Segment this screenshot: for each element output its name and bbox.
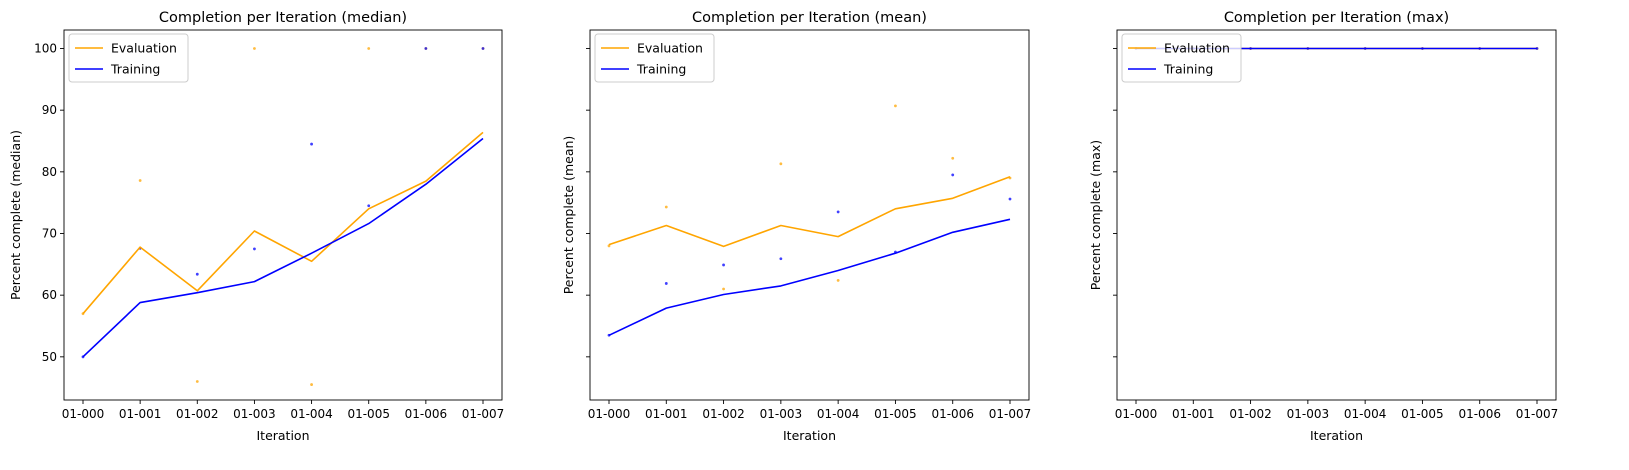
- scatter-point: [779, 257, 783, 261]
- x-axis-label: Iteration: [256, 428, 309, 443]
- x-tick-label: 01-001: [119, 407, 162, 421]
- x-tick-label: 01-000: [1115, 407, 1158, 421]
- legend-box: [594, 33, 715, 83]
- x-tick-label: 01-006: [1458, 407, 1501, 421]
- y-axis-label: Percent complete (mean): [561, 136, 576, 295]
- legend-label: Evaluation: [1164, 41, 1230, 56]
- x-tick-label: 01-003: [1287, 407, 1330, 421]
- x-tick-label: 01-001: [645, 407, 688, 421]
- x-tick-label: 01-007: [1516, 407, 1559, 421]
- series-line-training: [608, 218, 1011, 337]
- legend-label: Training: [636, 62, 686, 77]
- x-axis-label: Iteration: [783, 428, 836, 443]
- scatter-point: [367, 47, 371, 50]
- x-tick-label: 01-003: [760, 407, 803, 421]
- legend-box: [1121, 33, 1242, 83]
- plot-frame: [63, 29, 503, 401]
- x-tick-label: 01-002: [702, 407, 745, 421]
- scatter-point: [253, 247, 256, 251]
- series-line-evaluation: [608, 176, 1011, 248]
- y-axis-label: Percent complete (max): [1088, 140, 1103, 290]
- scatter-point: [722, 287, 725, 291]
- y-tick-label: 70: [42, 227, 57, 241]
- chart-panel-3: Completion per Iteration (max) 01-000 01-0…: [1088, 10, 1558, 443]
- y-tick-label: 100: [34, 42, 57, 56]
- chart-title: Completion per Iteration (max): [1224, 10, 1449, 26]
- scatter-point: [836, 210, 840, 214]
- scatter-point: [424, 47, 428, 50]
- x-tick-label: 01-005: [1401, 407, 1444, 421]
- scatter-point: [481, 47, 485, 50]
- scatter-point: [138, 179, 142, 182]
- legend-label: Training: [110, 62, 160, 77]
- y-tick-label: 50: [42, 350, 57, 364]
- legend-label: Training: [1163, 62, 1213, 77]
- scatter-point: [722, 263, 725, 267]
- scatter-point: [195, 272, 199, 276]
- x-tick-label: 01-002: [1229, 407, 1272, 421]
- x-tick-label: 01-004: [290, 407, 333, 421]
- scatter-point: [894, 104, 897, 108]
- scatter-point: [310, 142, 313, 146]
- x-tick-label: 01-005: [347, 407, 390, 421]
- y-tick-label: 80: [42, 165, 57, 179]
- x-tick-label: 01-007: [462, 407, 505, 421]
- y-axis-label: Percent complete (median): [8, 130, 23, 300]
- series-line-evaluation: [82, 131, 484, 315]
- plot-frame: [1116, 29, 1557, 401]
- chart-title: Completion per Iteration (mean): [692, 10, 927, 26]
- chart-panel-2: Completion per Iteration (mean) 01-000 01-…: [561, 10, 1031, 443]
- x-tick-label: 01-007: [989, 407, 1032, 421]
- x-tick-label: 01-006: [931, 407, 974, 421]
- plot-frame: [589, 29, 1030, 401]
- x-tick-label: 01-004: [817, 407, 860, 421]
- x-tick-label: 01-001: [1172, 407, 1215, 421]
- scatter-point: [195, 380, 199, 383]
- legend-label: Evaluation: [111, 41, 177, 56]
- scatter-point: [1008, 197, 1012, 201]
- scatter-point: [253, 47, 256, 50]
- y-tick-label: 60: [42, 288, 57, 302]
- legend-label: Evaluation: [637, 41, 703, 56]
- x-tick-label: 01-000: [62, 407, 105, 421]
- series-line-training: [82, 137, 484, 358]
- scatter-point: [951, 156, 955, 160]
- scatter-point: [836, 278, 840, 282]
- x-tick-label: 01-004: [1344, 407, 1387, 421]
- scatter-point: [664, 205, 668, 209]
- legend-box: [68, 33, 189, 83]
- x-tick-label: 01-005: [874, 407, 917, 421]
- scatter-point: [310, 383, 313, 386]
- scatter-point: [951, 173, 955, 177]
- x-tick-label: 01-000: [588, 407, 631, 421]
- y-tick-label: 90: [42, 103, 57, 117]
- chart-panel-1: Completion per Iteration (median) 50 60 70 8…: [8, 10, 504, 443]
- scatter-point: [779, 162, 783, 166]
- scatter-point: [367, 204, 371, 208]
- x-tick-label: 01-003: [233, 407, 276, 421]
- x-tick-label: 01-002: [176, 407, 219, 421]
- scatter-point: [664, 282, 668, 285]
- chart-title: Completion per Iteration (median): [159, 10, 407, 26]
- x-tick-label: 01-006: [405, 407, 448, 421]
- x-axis-label: Iteration: [1310, 428, 1363, 443]
